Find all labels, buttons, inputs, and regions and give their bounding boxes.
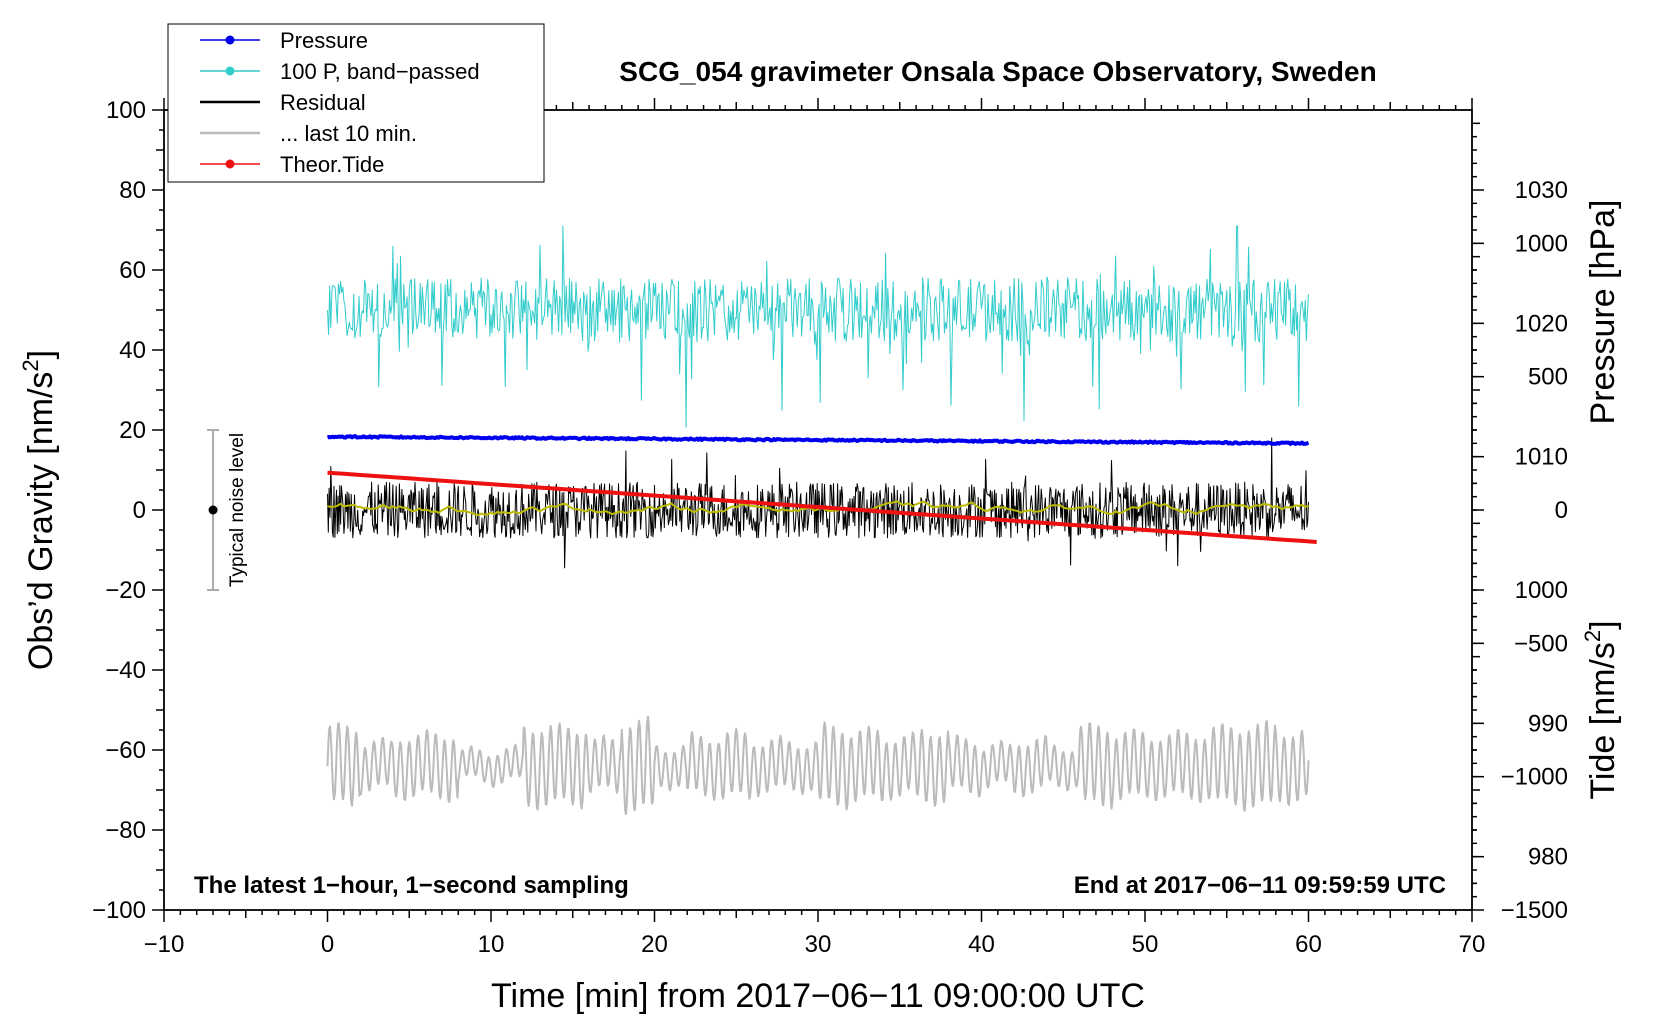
- legend-label: Pressure: [280, 28, 368, 53]
- tide-tick-label: 1000: [1515, 230, 1568, 257]
- tide-tick-label: 500: [1528, 364, 1568, 391]
- x-tick-label: 30: [805, 931, 832, 958]
- x-axis-ticks: [163, 910, 1473, 922]
- tide-tick-label: −500: [1514, 630, 1568, 657]
- series-bandpassed-pressure: [327, 225, 1309, 428]
- legend-entries: Pressure 100 P, band−passed Residual ... la…: [200, 28, 480, 177]
- legend-label: Theor.Tide: [280, 152, 384, 177]
- legend-entry: Theor.Tide: [200, 152, 384, 177]
- legend-entry: 100 P, band−passed: [200, 59, 480, 84]
- y-axis-label-tide: Tide [nm/s2]: [1580, 620, 1622, 799]
- pressure-tick-label: 980: [1528, 844, 1568, 871]
- y-label-left-sup: 2: [18, 359, 43, 371]
- x-tick-labels: −10 0 10 20 30 40 50 60 70: [144, 931, 1486, 958]
- x-tick-label: 50: [1132, 931, 1159, 958]
- right-axis-ticks: [1472, 122, 1484, 911]
- x-axis-label: Time [min] from 2017−06−11 09:00:00 UTC: [491, 977, 1145, 1015]
- pressure-tick-label: 1030: [1515, 177, 1568, 204]
- legend: Pressure 100 P, band−passed Residual ... la…: [167, 23, 545, 183]
- y-tick-labels: −100 −80 −60 −40 −20 0 20 40 60 80 100: [92, 97, 146, 924]
- y-label-tide-close: ]: [1584, 620, 1622, 629]
- y-label-tide-sup: 2: [1580, 630, 1605, 642]
- y-label-left-main: Obs’d Gravity [nm/s: [22, 372, 60, 671]
- noise-dot: [208, 505, 218, 515]
- tide-tick-label: 0: [1555, 497, 1568, 524]
- x-tick-label: −10: [144, 931, 185, 958]
- series-theor-tide: [327, 470, 1317, 544]
- legend-marker: [225, 35, 235, 45]
- y-tick-label: 60: [119, 257, 146, 284]
- series-pressure: [327, 434, 1310, 446]
- y-tick-label: −60: [105, 737, 146, 764]
- annotation-bottom-right: End at 2017−06−11 09:59:59 UTC: [1074, 872, 1446, 899]
- y-tick-label: −80: [105, 817, 146, 844]
- noise-label: Typical noise level: [227, 433, 248, 587]
- noise-indicator: Typical noise level: [207, 429, 248, 591]
- y-axis-ticks: [152, 109, 164, 911]
- tide-tick-labels: −1500 −1000 −500 0 500 1000: [1501, 230, 1568, 924]
- pressure-tick-label: 1000: [1515, 577, 1568, 604]
- y-tick-label: 100: [106, 97, 146, 124]
- chart-title: SCG_054 gravimeter Onsala Space Observat…: [619, 56, 1376, 87]
- y-tick-label: −20: [105, 577, 146, 604]
- x-tick-label: 0: [321, 931, 334, 958]
- tide-tick-label: −1500: [1501, 897, 1568, 924]
- pressure-tick-label: 1020: [1515, 310, 1568, 337]
- legend-entry: Residual: [200, 90, 366, 115]
- y-tick-label: 40: [119, 337, 146, 364]
- pressure-tick-label: 1010: [1515, 444, 1568, 471]
- series-layer: [326, 225, 1317, 815]
- legend-label: Residual: [280, 90, 366, 115]
- tide-tick-label: −1000: [1501, 764, 1568, 791]
- legend-marker: [225, 66, 235, 76]
- x-tick-label: 70: [1459, 931, 1486, 958]
- x-tick-label: 40: [968, 931, 995, 958]
- y-tick-label: 80: [119, 177, 146, 204]
- legend-label: 100 P, band−passed: [280, 59, 480, 84]
- legend-label: ... last 10 min.: [280, 121, 417, 146]
- y-tick-label: 20: [119, 417, 146, 444]
- pressure-tick-label: 990: [1528, 710, 1568, 737]
- y-tick-label: −100: [92, 897, 146, 924]
- y-tick-label: 0: [133, 497, 146, 524]
- y-tick-label: −40: [105, 657, 146, 684]
- y-label-tide-main: Tide [nm/s: [1584, 642, 1622, 799]
- series-residual: [327, 437, 1309, 569]
- pressure-tick-labels: 980 990 1000 1010 1020 1030: [1515, 177, 1568, 871]
- x-tick-label: 10: [478, 931, 505, 958]
- y-label-left-close: ]: [22, 350, 60, 359]
- legend-entry: Pressure: [200, 28, 368, 53]
- legend-entry: ... last 10 min.: [200, 121, 417, 146]
- x-tick-label: 20: [641, 931, 668, 958]
- x-tick-label: 60: [1295, 931, 1322, 958]
- legend-marker: [225, 159, 235, 169]
- series-residual-smoothed: [327, 500, 1309, 517]
- series-last-10-min: [326, 715, 1310, 815]
- y-axis-label-left: Obs’d Gravity [nm/s2]: [18, 350, 60, 670]
- y-axis-label-pressure: Pressure [hPa]: [1584, 200, 1622, 425]
- annotation-bottom-left: The latest 1−hour, 1−second sampling: [194, 872, 629, 899]
